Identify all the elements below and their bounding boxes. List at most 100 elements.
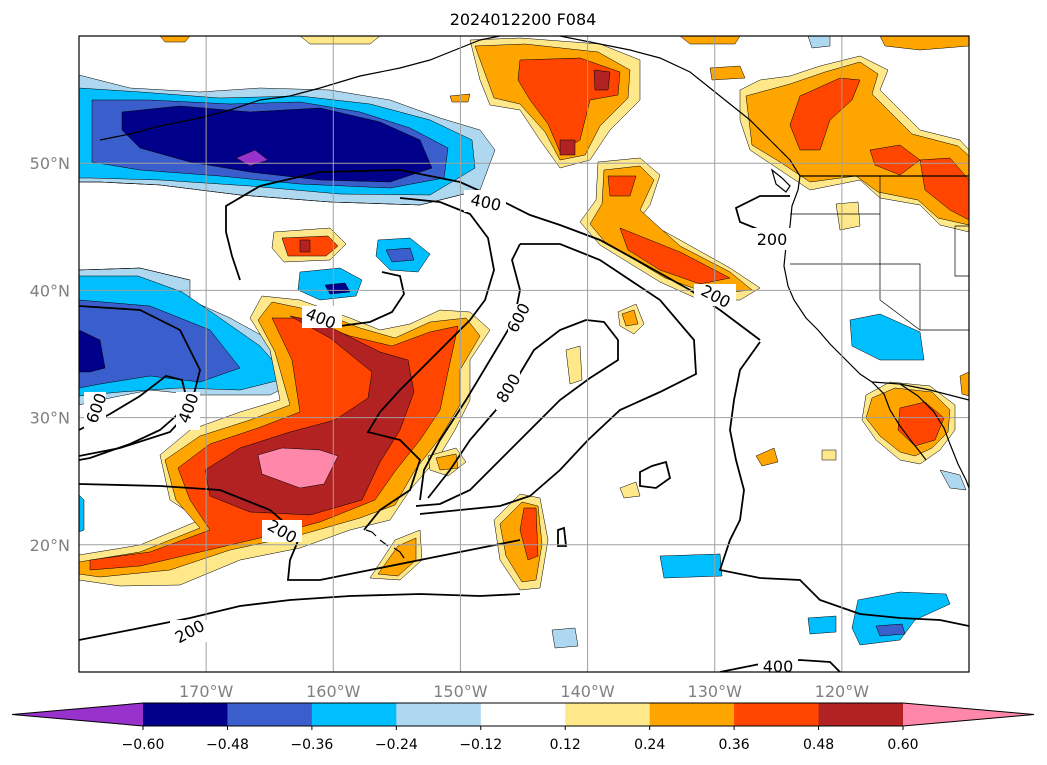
negative-anomaly-cell [807,615,837,635]
contour-line-200 [79,483,521,581]
contour-label-bg [170,620,210,642]
contour-label-400: 400 [763,657,794,676]
colorbar-segment [649,703,735,726]
contour-label-200: 200 [757,230,788,249]
contour-layer [79,169,969,672]
contour-line-200 [639,460,672,489]
negative-anomaly-cell [551,627,579,649]
colorbar-tick-label: −0.48 [206,737,249,753]
mexico-mainland-coast [899,383,969,489]
colorbar-tick-label: −0.24 [375,737,418,753]
positive-anomaly-cell [835,201,861,231]
positive-anomaly-region-north [299,36,381,45]
positive-anomaly-cell [519,507,539,561]
vancouver-island [770,168,791,193]
positive-anomaly-cell [299,239,311,253]
positive-anomaly-cell [755,447,779,467]
colorbar: −0.60 −0.48 −0.36 −0.24 −0.12 0.12 0.24 0.36 0.4… [11,702,1035,753]
negative-anomaly-region-west [79,494,85,533]
state-borders [790,176,969,331]
north-america-west-coast [783,175,873,383]
fill-outline [79,267,191,281]
colorbar-tick-label: −0.12 [459,737,502,753]
negative-anomaly-cell [385,247,415,263]
colorbar-tick-label: 0.36 [719,737,750,753]
colorbar-tick-label: 0.60 [887,737,918,753]
lon-tick-label: 120°W [815,682,870,701]
positive-anomaly-plume [204,315,415,516]
us-mexico-border [871,381,969,401]
negative-anomaly-cell [939,469,967,491]
positive-anomaly-cell [821,449,837,461]
contour-label-bg [752,228,792,250]
contour-line-200 [557,526,568,547]
positive-anomaly-region-north [593,69,611,91]
colorbar-tick-label: 0.24 [634,737,665,753]
coastline-layer [99,36,969,559]
colorbar-segment [396,703,482,726]
colorbar-segment [565,703,651,726]
alaska-aleutian-coastline [99,36,501,141]
lat-tick-label: 30°N [30,409,70,428]
contour-label-bg [694,284,736,306]
map-panel: 400 200 200 400 600 800 400 600 200 200 … [78,35,970,676]
negative-anomaly-cell [324,282,351,295]
positive-anomaly-region-northeast [789,77,969,221]
contour-line-600 [419,243,521,501]
contour-line-400 [719,659,841,672]
positive-anomaly-region-northeast [709,65,746,81]
lat-tick-label: 20°N [30,536,70,555]
negative-anomaly-region-west [79,329,106,373]
lon-tick-label: 150°W [433,682,488,701]
contour-label-bg [758,656,798,672]
positive-anomaly-region-northeast [679,36,969,51]
colorbar-tick-label: −0.36 [290,737,333,753]
contour-label-bg [302,306,342,328]
colorbar-segment [311,703,397,726]
map-frame [78,35,970,673]
contour-label-bg [176,392,200,430]
baja-california-coast [871,381,927,461]
contour-label-bg [496,372,520,410]
fill-outline-layer [79,181,481,281]
positive-anomaly-region-north [159,36,191,43]
lon-tick-label: 130°W [688,682,743,701]
contour-line-600 [419,243,697,515]
longitude-tick-labels: 170°W 160°W 150°W 140°W 130°W 120°W [179,682,869,701]
colorbar-tick-label: −0.60 [122,737,165,753]
contour-label-bg [508,304,530,342]
positive-anomaly-cell [565,345,583,385]
colorbar-segment [227,703,313,726]
colorbar-segment [143,703,228,726]
colorbar-segment [818,703,904,726]
contour-labels: 400 200 200 400 600 800 400 600 200 200 … [82,190,798,676]
colorbar-tick-label: 0.48 [803,737,834,753]
contour-label-bg [84,392,106,428]
latitude-tick-labels: 20°N 30°N 40°N 50°N [30,154,70,555]
colorbar-extend-low [12,703,143,726]
positive-anomaly-plume [257,447,339,489]
contour-label-bg [262,520,302,542]
negative-anomaly-cell [849,313,925,361]
lat-tick-label: 40°N [30,281,70,300]
contour-label-bg [464,190,506,212]
lon-tick-label: 140°W [560,682,615,701]
colorbar-extend-high [903,703,1034,726]
colorbar-tick-label: 0.12 [550,737,581,753]
map-title: 2024012200 F084 [450,10,597,29]
gridlines [79,36,969,672]
lon-tick-label: 160°W [306,682,361,701]
lat-tick-label: 50°N [30,154,70,173]
negative-anomaly-region-west [79,299,241,389]
positive-anomaly-region-north [559,139,576,156]
negative-anomaly-cell [875,623,906,637]
positive-anomaly-cell [621,309,639,327]
colorbar-segment [734,703,820,726]
contour-line-200 [718,341,969,627]
positive-anomaly-region-baja [959,371,969,397]
colorbar-segment [480,703,566,726]
positive-anomaly-cell [619,481,641,499]
contour-line-400 [363,197,495,531]
fill-outline [79,181,481,206]
